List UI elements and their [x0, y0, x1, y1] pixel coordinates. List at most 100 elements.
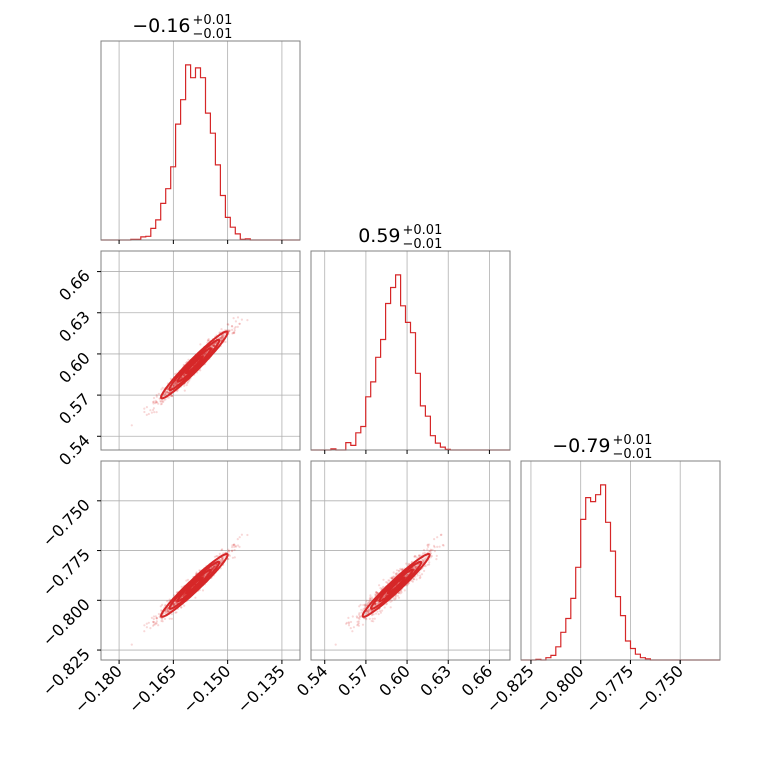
sample-point	[213, 344, 216, 347]
sample-point	[130, 424, 133, 427]
x-tick-label: −0.775	[582, 661, 637, 716]
sample-point	[403, 589, 406, 592]
sample-point	[163, 617, 167, 621]
sample-point	[378, 584, 381, 587]
sample-point	[212, 565, 215, 568]
sample-point	[221, 548, 224, 551]
x-tick-label: −0.150	[179, 661, 234, 716]
histogram-panel-2: 0.59 +0.01−0.01	[310, 223, 511, 454]
sample-point	[186, 578, 190, 581]
sample-point	[152, 620, 155, 623]
sample-point	[161, 620, 164, 623]
param-title-upper-3: +0.01	[613, 433, 653, 448]
sample-point	[166, 606, 169, 610]
sample-point	[433, 538, 436, 541]
sample-point	[153, 621, 156, 624]
sample-point	[203, 353, 206, 356]
sample-point	[160, 388, 163, 391]
sample-point	[165, 609, 168, 613]
sample-point	[227, 558, 230, 561]
sample-point	[212, 344, 215, 347]
sample-point	[154, 623, 157, 626]
panel-frame	[310, 460, 511, 661]
sample-point	[157, 612, 160, 616]
sample-point	[185, 384, 188, 387]
sample-point	[218, 336, 221, 340]
sample-point	[164, 398, 167, 401]
sample-point	[147, 621, 150, 624]
sample-point	[220, 328, 223, 331]
sample-point	[182, 374, 185, 377]
panel-frame	[520, 460, 721, 661]
sample-point	[199, 343, 202, 346]
sample-point	[183, 594, 186, 597]
sample-point	[213, 564, 216, 567]
sample-point	[387, 579, 390, 582]
sample-point	[219, 337, 222, 340]
sample-point	[145, 413, 148, 416]
sample-point	[231, 332, 234, 335]
x-tick-label: −0.750	[632, 661, 687, 716]
sample-point	[401, 567, 404, 571]
sample-point	[426, 544, 429, 547]
sample-point	[176, 390, 179, 393]
sample-point	[370, 619, 373, 623]
contour-3	[168, 338, 221, 391]
sample-point	[155, 617, 158, 620]
sample-point	[230, 325, 234, 328]
sample-point	[154, 399, 157, 402]
sample-point	[345, 621, 349, 624]
sample-point	[357, 624, 360, 627]
sample-point	[221, 558, 224, 561]
sample-point	[218, 552, 221, 556]
sample-point	[155, 401, 158, 404]
sample-point	[213, 566, 216, 569]
sample-point	[182, 595, 185, 598]
sample-point	[211, 567, 214, 570]
sample-point	[143, 624, 146, 627]
sample-point	[172, 603, 175, 606]
sample-point	[215, 342, 218, 345]
sample-point	[212, 345, 216, 348]
sample-point	[203, 352, 207, 355]
sample-point	[222, 335, 225, 338]
sample-point	[412, 578, 415, 581]
sample-point	[221, 557, 224, 560]
sample-point	[215, 555, 218, 558]
sample-point	[168, 617, 171, 620]
sample-point	[359, 615, 362, 618]
sample-point	[172, 385, 175, 388]
sample-point	[164, 392, 167, 395]
sample-point	[351, 630, 354, 633]
sample-point	[233, 556, 236, 559]
sample-point	[231, 331, 234, 334]
sample-point	[423, 569, 426, 573]
sample-point	[152, 623, 156, 626]
sample-point	[405, 562, 408, 565]
sample-point	[212, 567, 215, 570]
sample-point	[160, 402, 163, 405]
contour-4	[160, 553, 229, 618]
y-tick-label: 0.57	[55, 389, 94, 428]
sample-point	[211, 344, 214, 347]
sample-point	[170, 617, 173, 620]
sample-point	[185, 579, 188, 582]
sample-point	[389, 600, 392, 603]
sample-point	[213, 565, 216, 568]
sample-point	[152, 617, 155, 621]
histogram-step-2	[311, 274, 510, 451]
sample-point	[206, 339, 209, 342]
sample-point	[232, 543, 236, 546]
sample-point	[246, 533, 249, 537]
y-tick-label: −0.750	[39, 495, 94, 550]
sample-point	[203, 353, 206, 356]
sample-point	[171, 394, 174, 398]
sample-point	[439, 533, 442, 537]
scatter-panel-3-2	[310, 460, 511, 661]
sample-point	[183, 374, 186, 377]
sample-point	[212, 344, 215, 348]
scatter-panel-2-1	[100, 250, 301, 451]
sample-point	[221, 337, 224, 340]
sample-point	[236, 538, 239, 541]
sample-point	[421, 559, 424, 562]
